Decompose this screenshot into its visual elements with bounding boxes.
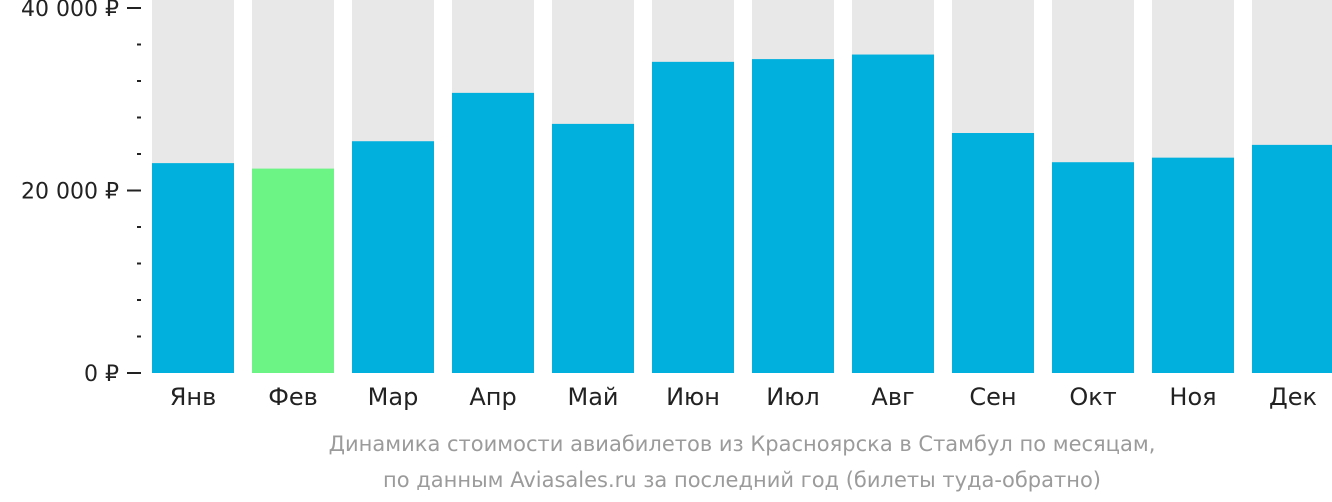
y-tick-label: 40 000 ₽ [21, 0, 119, 22]
bar-11[interactable] [1152, 157, 1234, 373]
x-tick-label: Фев [268, 383, 318, 411]
bar-5[interactable] [552, 123, 634, 373]
bar-10[interactable] [1052, 162, 1134, 373]
x-tick-label: Апр [469, 383, 516, 411]
bar-6[interactable] [652, 61, 734, 374]
price-bar-chart: 0 ₽ 20 000 ₽ 40 000 ₽ Янв Фев Мар Апр Май Июн Ию… [21, 0, 1332, 411]
bar-4[interactable] [452, 92, 534, 374]
x-tick-label: Дек [1269, 383, 1317, 411]
bar-8[interactable] [852, 54, 934, 373]
x-tick-label: Сен [969, 383, 1016, 411]
y-tick-label: 0 ₽ [84, 362, 119, 387]
x-tick-label: Авг [871, 383, 914, 411]
x-tick-label: Июл [766, 383, 820, 411]
x-tick-label: Ноя [1169, 383, 1216, 411]
x-tick-label: Янв [170, 383, 217, 411]
chart-caption-line-1: Динамика стоимости авиабилетов из Красно… [328, 432, 1156, 456]
x-tick-label: Окт [1069, 383, 1116, 411]
x-tick-label: Мар [368, 383, 419, 411]
x-tick-label: Май [567, 383, 618, 411]
y-axis: 0 ₽ 20 000 ₽ 40 000 ₽ [21, 0, 141, 387]
bar-9[interactable] [952, 133, 1034, 373]
x-axis-labels: Янв Фев Мар Апр Май Июн Июл Авг Сен Окт Ноя Дек [170, 383, 1317, 411]
bar-7[interactable] [752, 59, 834, 373]
bar-3[interactable] [352, 141, 434, 373]
bar-1[interactable] [152, 163, 234, 373]
bars [152, 54, 1332, 374]
x-tick-label: Июн [666, 383, 720, 411]
bar-12[interactable] [1252, 144, 1332, 373]
bar-2[interactable] [252, 168, 334, 373]
chart-caption-line-2: по данным Aviasales.ru за последний год … [383, 468, 1101, 492]
y-tick-label: 20 000 ₽ [21, 180, 119, 205]
